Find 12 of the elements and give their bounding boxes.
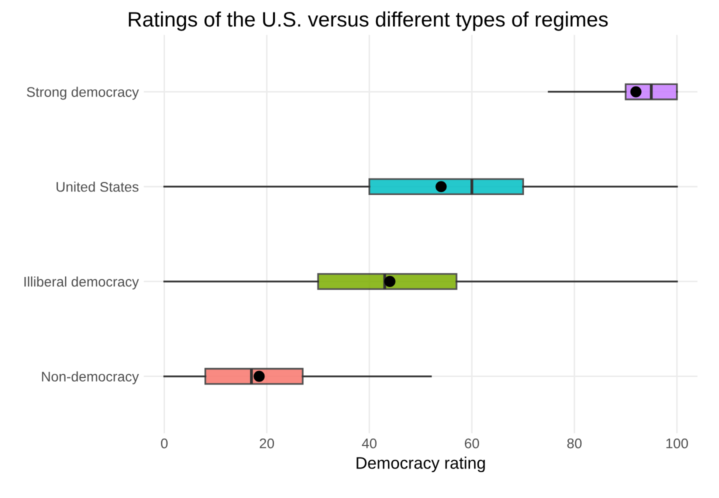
x-tick-label: 80 (567, 438, 582, 448)
y-tick-label: United States (56, 182, 138, 192)
x-tick-label: 0 (160, 438, 168, 448)
y-tick-label: Illiberal democracy (24, 276, 139, 290)
x-tick-label: 100 (666, 438, 688, 448)
x-tick-label: 60 (464, 438, 480, 448)
y-tick-label: Non-democracy (42, 371, 139, 384)
y-tick-label: Strong democracy (26, 86, 139, 100)
x-tick-label: 20 (260, 438, 274, 448)
chart-title: Ratings of the U.S. versus different types of regimes (128, 11, 608, 31)
x-tick-label: 40 (362, 438, 377, 448)
x-axis-title: Democracy rating (356, 456, 485, 472)
